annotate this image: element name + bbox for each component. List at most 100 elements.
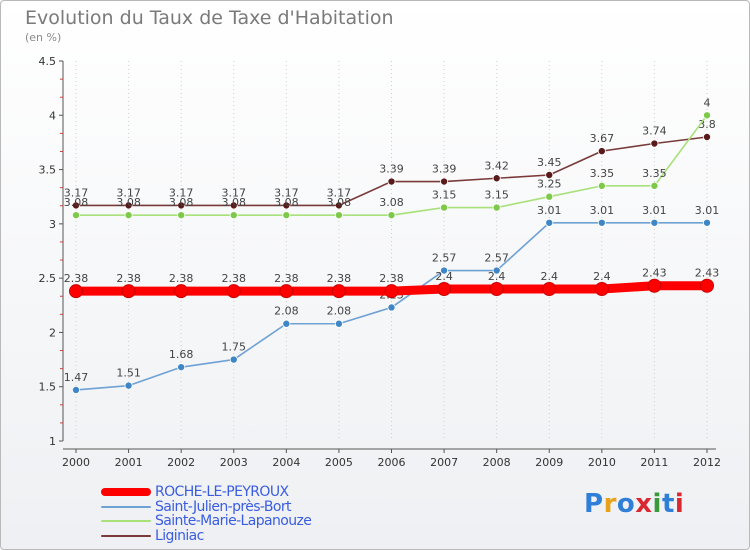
data-point [650,139,659,148]
y-tick-label: 3.5 [39,164,57,177]
legend-item: ROCHE-LE-PEYROUX [101,484,311,500]
legend-swatch [101,534,151,537]
data-point [334,201,343,210]
data-label: 2.38 [222,272,247,285]
data-label: 2.4 [541,270,559,283]
data-point [597,218,606,227]
data-label: 3.01 [642,204,667,217]
data-label: 2.43 [695,267,720,280]
legend-label: Sainte-Marie-Lapanouze [155,513,312,530]
data-label: 3.17 [222,186,247,199]
data-point [700,278,714,293]
data-label: 2.43 [642,267,667,280]
data-point [492,203,501,212]
x-tick-label: 2008 [483,456,511,469]
data-label: 3.17 [327,186,352,199]
data-point [542,282,557,296]
y-tick-label: 3 [49,218,56,231]
data-point [282,319,291,328]
data-label: 3.01 [695,204,720,217]
data-point [387,211,396,220]
data-point [177,211,186,220]
data-point [69,284,83,299]
x-tick-label: 2000 [62,456,90,469]
y-tick-label: 1.5 [39,381,57,394]
data-label: 3.08 [274,196,299,209]
data-label: 1.75 [222,341,247,354]
logo-letter: P [584,489,604,519]
data-point [174,284,189,299]
data-label: 3.35 [642,167,667,180]
data-point [703,132,712,141]
data-label: 2.38 [64,272,89,285]
logo-letter: r [603,489,617,519]
data-point [492,266,501,275]
y-tick-label: 4 [49,109,56,122]
chart-title: Evolution du Taux de Taxe d'Habitation [25,7,394,29]
data-point [334,319,343,328]
data-point [177,363,186,372]
legend-label: Saint-Julien-près-Bort [155,498,291,515]
data-label: 2.08 [327,305,352,318]
chart-legend: ROCHE-LE-PEYROUX Saint-Julien-près-Bort Sa… [101,484,312,544]
x-tick-label: 2005 [325,456,353,469]
data-label: 2.38 [327,272,352,285]
data-point [229,201,238,210]
data-label: 2.57 [432,252,457,265]
logo-letter: i [652,489,662,519]
x-tick-label: 2003 [220,456,248,469]
data-label: 3.45 [537,156,562,169]
data-point [282,211,291,220]
data-point [650,218,659,227]
data-point [72,385,81,394]
data-point [387,177,396,186]
data-point [384,284,399,299]
data-label: 3.17 [116,186,141,199]
data-label: 2.08 [274,305,299,318]
x-tick-label: 2012 [693,456,721,469]
data-label: 3.39 [379,163,404,176]
data-point [437,282,452,296]
legend-swatch [101,520,151,523]
x-tick-label: 2009 [535,456,563,469]
data-point [597,181,606,190]
data-point [72,201,81,210]
data-label: 2.4 [435,270,453,283]
data-label: 3.01 [590,204,615,217]
data-point [124,211,133,220]
x-tick-label: 2011 [640,456,668,469]
data-label: 3.08 [64,196,89,209]
proxiti-logo: Proxiti [584,489,684,519]
y-tick-label: 2 [49,326,56,339]
data-label: 3.15 [432,189,457,202]
data-label: 2.38 [116,272,141,285]
data-label: 4 [704,96,711,109]
data-label: 2.38 [274,272,299,285]
data-point [226,284,241,299]
data-label: 3.08 [222,196,247,209]
legend-swatch [101,505,151,508]
data-label: 3.08 [169,196,194,209]
legend-item: Saint-Julien-près-Bort [101,498,311,515]
data-label: 3.67 [590,132,615,145]
data-point [650,181,659,190]
data-label: 2.4 [488,270,506,283]
y-tick-label: 2.5 [39,272,57,285]
data-point [177,201,186,210]
logo-letter: t [661,489,675,519]
x-tick-label: 2010 [588,456,616,469]
legend-item: Liginiac [101,528,311,544]
data-label: 2.38 [379,272,404,285]
data-point [545,170,554,179]
x-tick-label: 2007 [430,456,458,469]
data-label: 3.25 [537,178,562,191]
data-label: 1.68 [169,348,194,361]
data-point [331,284,346,299]
data-label: 3.01 [537,204,562,217]
data-label: 3.08 [327,196,352,209]
data-label: 3.17 [274,186,299,199]
data-label: 2.57 [484,252,509,265]
data-point [387,303,396,312]
